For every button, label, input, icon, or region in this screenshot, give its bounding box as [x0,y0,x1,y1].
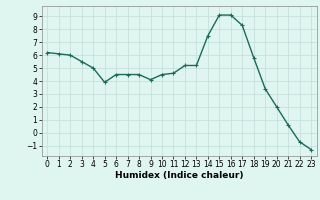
X-axis label: Humidex (Indice chaleur): Humidex (Indice chaleur) [115,171,244,180]
